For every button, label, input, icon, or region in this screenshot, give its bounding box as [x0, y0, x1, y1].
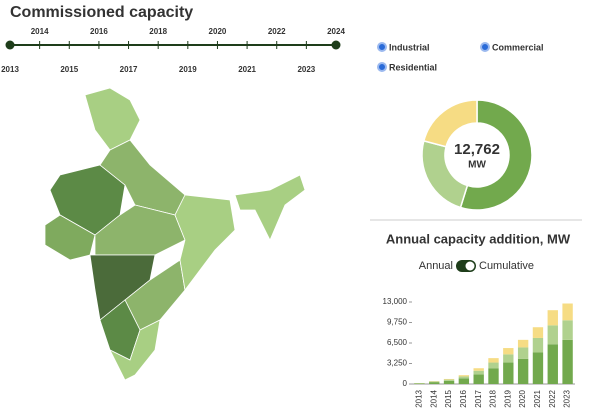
- x-tick-label: 2017: [474, 389, 483, 407]
- bar-segment: [458, 375, 470, 377]
- bar-segment: [443, 378, 455, 380]
- bar-segment: [517, 347, 529, 359]
- y-tick-label: 0: [403, 379, 408, 388]
- bar-chart-title: Annual capacity addition, MW: [386, 231, 571, 246]
- bar-segment: [458, 376, 470, 379]
- legend-label[interactable]: Industrial: [389, 42, 430, 52]
- bar-segment: [547, 344, 558, 384]
- bar-segment: [414, 383, 425, 384]
- bar-segment: [562, 320, 573, 340]
- y-tick-label: 6,500: [387, 338, 408, 347]
- x-tick-label: 2013: [415, 389, 424, 407]
- bar-segment: [473, 374, 484, 384]
- timeline-label: 2020: [209, 27, 227, 36]
- legend-label[interactable]: Commercial: [492, 42, 544, 52]
- y-tick-label: 13,000: [383, 297, 408, 306]
- india-map: [44, 87, 306, 381]
- legend-label[interactable]: Residential: [389, 62, 437, 72]
- y-tick-label: 3,250: [387, 359, 408, 368]
- x-tick-label: 2014: [429, 389, 438, 407]
- view-toggle[interactable]: Annual Cumulative: [419, 260, 534, 272]
- x-tick-label: 2018: [489, 389, 498, 407]
- timeline-label: 2021: [238, 65, 256, 74]
- bar-segment: [473, 370, 484, 375]
- bar-segment: [562, 303, 573, 321]
- timeline-label: 2015: [60, 65, 78, 74]
- page-title: Commissioned capacity: [10, 4, 193, 21]
- bar-segment: [547, 325, 558, 345]
- bar-segment: [547, 310, 558, 326]
- toggle-option[interactable]: Annual: [419, 260, 453, 272]
- timeline-label: 2023: [297, 65, 315, 74]
- timeline-label: 2022: [268, 27, 286, 36]
- bar-segment: [562, 339, 573, 384]
- bar-segment: [473, 368, 484, 371]
- bar-segment: [429, 381, 440, 383]
- bar-segment: [517, 339, 529, 348]
- legend-radio[interactable]: [480, 42, 490, 52]
- bar-segment: [503, 354, 514, 363]
- bar-segment: [443, 380, 455, 384]
- timeline-label: 2017: [120, 65, 138, 74]
- donut-total: 12,762: [454, 141, 500, 158]
- x-tick-label: 2019: [503, 389, 512, 407]
- timeline-label: 2014: [31, 27, 49, 36]
- bar-segment: [532, 352, 544, 384]
- donut-unit: MW: [468, 160, 486, 171]
- legend-radio[interactable]: [377, 42, 387, 52]
- x-tick-label: 2023: [563, 389, 572, 407]
- bar-segment: [503, 362, 514, 384]
- bar-segment: [488, 362, 499, 369]
- bar-segment: [517, 358, 529, 384]
- toggle-option[interactable]: Cumulative: [479, 260, 534, 272]
- x-tick-label: 2020: [518, 389, 527, 407]
- timeline-label: 2013: [1, 65, 19, 74]
- x-tick-label: 2022: [548, 389, 557, 407]
- bar-segment: [443, 379, 455, 381]
- timeline-label: 2018: [149, 27, 167, 36]
- legend-radio[interactable]: [377, 62, 387, 72]
- bar-segment: [532, 337, 544, 353]
- toggle-knob[interactable]: [465, 261, 475, 271]
- bar-segment: [458, 378, 470, 384]
- x-tick-label: 2015: [444, 389, 453, 407]
- x-tick-label: 2016: [459, 389, 468, 407]
- y-tick-label: 9,750: [387, 318, 408, 327]
- donut-slice: [422, 99, 478, 148]
- bar-segment: [488, 368, 499, 384]
- bar-segment: [503, 348, 514, 355]
- x-tick-label: 2021: [533, 389, 542, 407]
- bar-segment: [488, 358, 499, 363]
- timeline-handle[interactable]: [331, 40, 341, 50]
- timeline-handle[interactable]: [5, 40, 15, 50]
- timeline-label: 2024: [327, 27, 345, 36]
- timeline-label: 2016: [90, 27, 108, 36]
- donut-slice: [459, 99, 533, 211]
- timeline-label: 2019: [179, 65, 197, 74]
- bar-segment: [532, 327, 544, 338]
- bar-segment: [429, 382, 440, 384]
